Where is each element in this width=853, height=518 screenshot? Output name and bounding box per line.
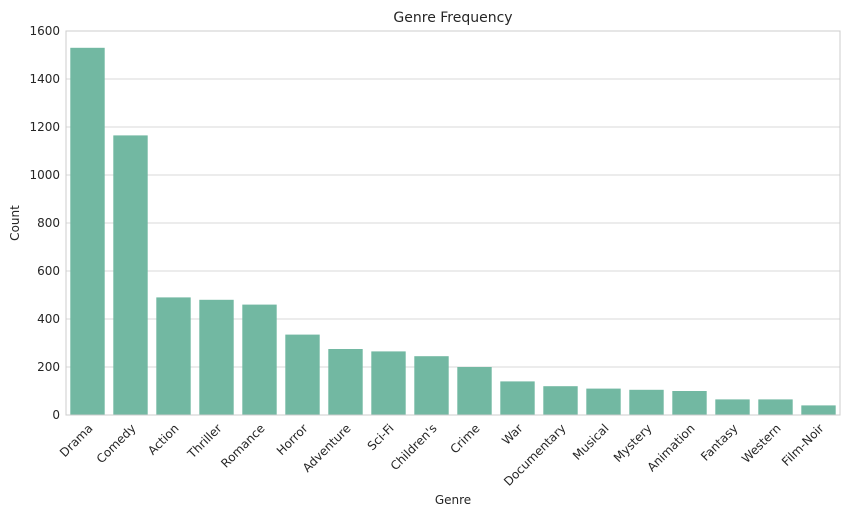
x-axis-label: Genre <box>435 493 471 507</box>
y-tick-label: 400 <box>37 312 60 326</box>
bar-sci-fi <box>371 351 406 415</box>
bar-animation <box>672 391 707 415</box>
x-tick-label: Thriller <box>184 421 224 461</box>
y-axis-ticks: 0 200 400 600 800 1000 1200 1400 1600 <box>29 24 60 422</box>
y-tick-label: 1600 <box>29 24 60 38</box>
y-tick-label: 1400 <box>29 72 60 86</box>
x-tick-label: Mystery <box>611 421 655 465</box>
x-tick-label: Drama <box>57 421 96 460</box>
x-tick-label: Western <box>739 421 784 466</box>
bar-action <box>156 297 191 415</box>
x-tick-label: Children's <box>388 421 440 473</box>
bar-western <box>758 399 793 415</box>
y-tick-label: 800 <box>37 216 60 230</box>
x-tick-label: Romance <box>218 421 267 470</box>
x-tick-label: Fantasy <box>698 421 741 464</box>
plot-frame <box>65 30 841 416</box>
bar-drama <box>70 47 105 416</box>
y-tick-label: 200 <box>37 360 60 374</box>
bar-documentary <box>543 386 578 415</box>
x-tick-label: Sci-Fi <box>365 421 397 453</box>
y-tick-label: 0 <box>52 408 60 422</box>
bar-fantasy <box>715 399 750 415</box>
y-tick-label: 1000 <box>29 168 60 182</box>
x-tick-label: Comedy <box>94 421 139 466</box>
bar-mystery <box>629 389 664 415</box>
x-tick-label: Action <box>145 421 181 457</box>
x-tick-label: War <box>499 421 525 447</box>
x-tick-label: Horror <box>274 421 311 458</box>
bar-crime <box>457 367 492 415</box>
bar-comedy <box>113 135 148 415</box>
bar-musical <box>586 388 621 415</box>
bar-war <box>500 381 535 415</box>
x-tick-label: Crime <box>447 421 482 456</box>
bar-adventure <box>328 349 363 415</box>
bar-romance <box>242 304 277 415</box>
bar-film-noir <box>801 405 836 415</box>
chart-title: Genre Frequency <box>393 10 512 26</box>
bar-children-s <box>414 356 449 415</box>
y-tick-label: 600 <box>37 264 60 278</box>
x-tick-label: Musical <box>570 421 612 463</box>
bars <box>70 47 836 416</box>
y-tick-label: 1200 <box>29 120 60 134</box>
x-tick-label: Film-Noir <box>779 421 827 469</box>
bar-thriller <box>199 299 234 415</box>
y-axis-label: Count <box>8 205 22 241</box>
bar-horror <box>285 334 320 415</box>
